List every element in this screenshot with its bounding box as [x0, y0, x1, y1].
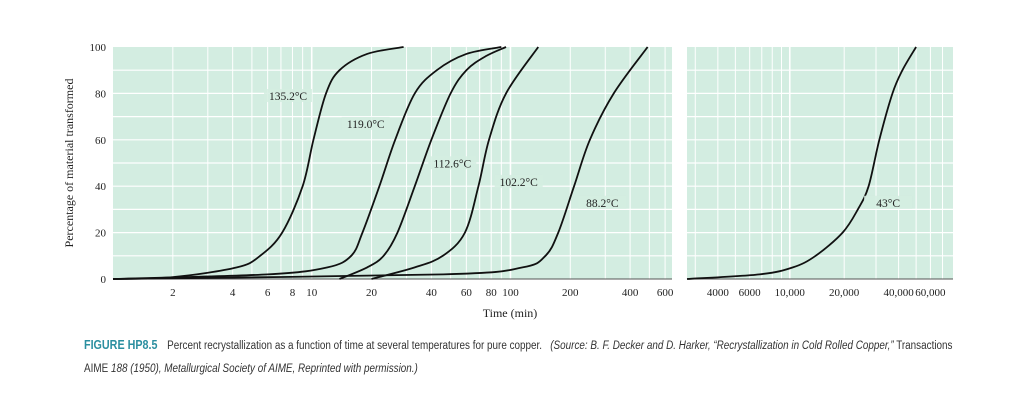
- caption-text: Percent recrystallization as a function …: [167, 340, 543, 352]
- x-tick-label: 4: [230, 287, 236, 299]
- curve-label: 119.0°C: [347, 119, 385, 131]
- x-tick-label: 200: [562, 287, 579, 299]
- x-tick-label: 100: [502, 287, 519, 299]
- y-tick-label: 20: [95, 228, 107, 240]
- x-axis-title: Time (min): [483, 306, 538, 320]
- x-tick-label: 400: [622, 287, 639, 299]
- y-tick-label: 80: [95, 88, 107, 100]
- x-tick-label: 60,000: [915, 287, 946, 299]
- y-tick-label: 0: [101, 274, 107, 286]
- y-tick-label: 100: [90, 42, 107, 54]
- y-tick-label: 40: [95, 181, 107, 193]
- curve-1352: [112, 46, 404, 280]
- x-tick-label: 40: [426, 287, 438, 299]
- x-tick-label: 6: [265, 287, 271, 299]
- curve-label-bg: [494, 174, 543, 188]
- figure-caption: FIGURE HP8.5 Percent recrystallization a…: [84, 334, 978, 381]
- recrystallization-chart: 2 4 6 8 10 20 40 60 80 100 200 400 600 4000 6000 10,000…: [62, 42, 953, 320]
- x-tick-label: 8: [290, 287, 296, 299]
- x-tick-label: 10: [306, 287, 318, 299]
- caption-source: (Source: B. F. Decker and D. Harker, “Re…: [550, 340, 894, 352]
- curve-label-bg: [578, 195, 627, 209]
- x-tick-label: 80: [486, 287, 498, 299]
- curve-1022: [371, 46, 539, 280]
- x-tick-label: 20: [366, 287, 378, 299]
- x-tick-label: 20,000: [829, 287, 860, 299]
- curve-1126: [339, 46, 507, 280]
- curve-label: 102.2°C: [500, 177, 538, 189]
- figure-label: FIGURE HP8.5: [84, 338, 158, 352]
- caption-journal: Transactions AIME: [84, 340, 953, 375]
- x-tick-label: 6000: [739, 287, 762, 299]
- curve-label: 112.6°C: [433, 158, 471, 170]
- curve-label-bg: [864, 195, 913, 209]
- curve-1190: [112, 46, 502, 280]
- x-tick-label: 2: [170, 287, 176, 299]
- curve-43: [686, 46, 917, 280]
- x-tick-label: 4000: [707, 287, 730, 299]
- x-tick-label: 60: [461, 287, 473, 299]
- curve-label: 135.2°C: [269, 91, 307, 103]
- x-tick-label: 10,000: [775, 287, 806, 299]
- curve-label: 43°C: [876, 198, 900, 210]
- curve-label-bg: [428, 156, 477, 170]
- curve-label: 88.2°C: [586, 198, 619, 210]
- y-axis-title: Percentage of material transformed: [62, 79, 76, 248]
- curve-label-bg: [341, 116, 390, 130]
- curve-label-bg: [264, 89, 313, 103]
- y-tick-label: 60: [95, 135, 107, 147]
- caption-source-end: 188 (1950), Metallurgical Society of AIM…: [110, 363, 418, 375]
- x-tick-label: 40,000: [883, 287, 914, 299]
- x-tick-label: 600: [657, 287, 674, 299]
- curve-882: [112, 46, 649, 280]
